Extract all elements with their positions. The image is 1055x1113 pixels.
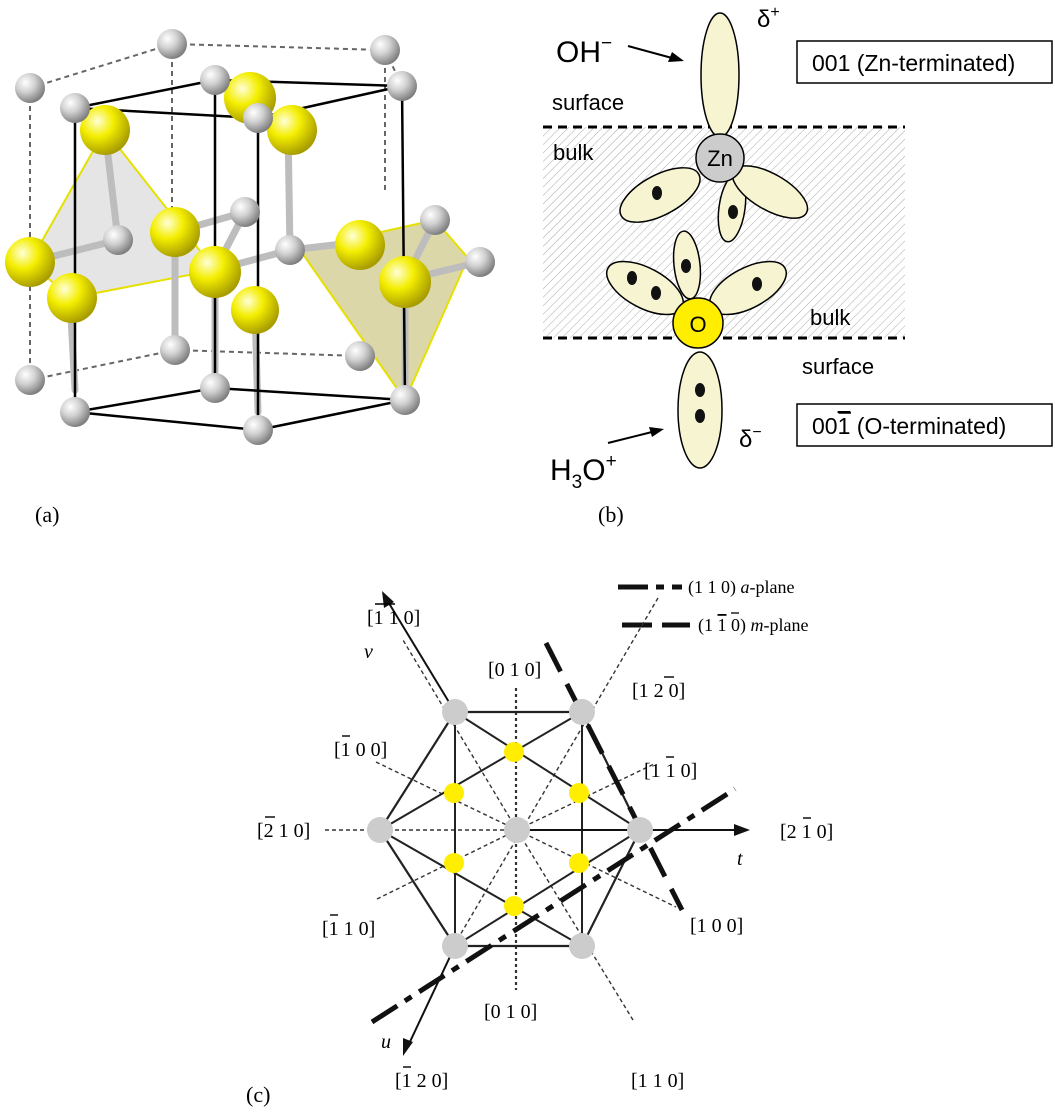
o-atom — [189, 246, 241, 298]
o-atom — [5, 237, 55, 287]
legend-a-plane: (1 1 0) a-plane — [688, 577, 794, 598]
zn-top-lobe — [700, 12, 740, 138]
axis-v-label: v — [364, 641, 373, 663]
axis-u-label: u — [381, 1031, 391, 1053]
o-atom — [267, 105, 317, 155]
zn-atom — [160, 335, 190, 365]
zn-atom — [390, 385, 420, 415]
zn-terminated-box — [796, 40, 1053, 84]
o-atom — [150, 207, 200, 257]
zinc-atoms — [15, 29, 495, 445]
dir-top-center: [0 1 0] — [488, 659, 541, 681]
surface-bottom-label: surface — [802, 354, 874, 379]
dir-right: [2 1 0] — [780, 821, 833, 843]
o-terminated-label: 001 (O-terminated) — [812, 413, 1006, 439]
o-atom — [47, 273, 97, 323]
yellow-atom — [504, 742, 524, 762]
grey-atom — [442, 933, 468, 959]
surface-top-label: surface — [552, 90, 624, 115]
grey-atoms — [367, 699, 653, 959]
caption-c: (c) — [246, 1082, 270, 1107]
a-plane-line — [370, 786, 737, 1025]
zn-atom — [60, 397, 90, 427]
o-atom — [80, 105, 130, 155]
dir-top-right: [1 2 0] — [632, 680, 685, 702]
yellow-atoms — [444, 742, 589, 916]
zn-atom — [420, 205, 450, 235]
zn-atom — [387, 71, 417, 101]
dir-bottom-right: [1 1 0] — [631, 1070, 684, 1092]
zn-atom — [243, 103, 273, 133]
yellow-atom — [444, 853, 464, 873]
o-label: O — [689, 312, 706, 337]
zn-atom — [200, 65, 230, 95]
zn-atom — [465, 247, 495, 277]
zn-label: Zn — [707, 146, 733, 171]
caption-a: (a) — [35, 502, 59, 527]
yellow-atom — [569, 783, 589, 803]
zn-atom — [15, 73, 45, 103]
grey-atom — [569, 699, 595, 725]
zn-atom — [200, 373, 230, 403]
yellow-atom — [569, 853, 589, 873]
arrow-h3o — [607, 427, 664, 444]
dir-upper-left: [1 0 0] — [334, 739, 387, 761]
zn-atom — [370, 35, 400, 65]
index-overlines — [265, 603, 811, 1068]
grey-atom — [569, 933, 595, 959]
delta-minus: δ− — [739, 424, 762, 453]
o-atom-b — [672, 297, 724, 349]
o-atom — [231, 286, 279, 334]
dir-lower-right: [1 0 0] — [690, 915, 743, 937]
zn-atom — [230, 197, 260, 227]
legend: (1 1 0) a-plane (1 1 0) m-plane — [618, 577, 808, 636]
axis-t-label: t — [737, 848, 743, 870]
hydronium-label: H3O+ — [550, 451, 617, 493]
caption-b: (b) — [598, 502, 624, 527]
panel-a-crystal: (a) — [5, 29, 495, 527]
zn-atom — [275, 235, 305, 265]
hydroxide-label: OH− — [556, 33, 612, 69]
zn-atom — [157, 29, 187, 59]
bulk-right-label: bulk — [810, 305, 851, 330]
arrow-oh — [627, 45, 684, 62]
m-plane-line — [543, 641, 685, 912]
dir-bottom-center: [0 1 0] — [484, 1001, 537, 1023]
panel-c-hexagonal-plane: (1 1 0) a-plane (1 1 0) m-plane — [246, 577, 833, 1107]
zn-atom — [60, 93, 90, 123]
o-terminated-box — [796, 403, 1053, 447]
oxygen-atoms — [5, 72, 431, 334]
zn-atom — [15, 365, 45, 395]
zn-atom-b — [695, 133, 745, 183]
o-atom — [379, 256, 431, 308]
panel-b-polarity: Zn O OH− H3O+ δ+ δ− surface bulk bulk su… — [543, 4, 1053, 527]
dir-upper-right: [1 1 0] — [644, 760, 697, 782]
zn-atom — [243, 415, 273, 445]
grey-atom — [627, 817, 653, 843]
zn-atom — [345, 341, 375, 371]
grey-atom — [367, 817, 393, 843]
grey-atom — [504, 817, 530, 843]
delta-plus: δ+ — [757, 4, 780, 33]
zn-atom — [103, 225, 133, 255]
zn-terminated-label: 001 (Zn-terminated) — [812, 50, 1015, 76]
legend-m-plane: (1 1 0) m-plane — [698, 615, 808, 636]
grey-atom — [442, 699, 468, 725]
yellow-atom — [504, 896, 524, 916]
dir-bottom-left: [1 2 0] — [395, 1070, 448, 1092]
dir-lower-left: [1 1 0] — [322, 918, 375, 940]
o-atom — [335, 220, 385, 270]
yellow-atom — [444, 783, 464, 803]
dir-left: [2 1 0] — [257, 820, 310, 842]
dir-top-left: [1 1 0] — [367, 607, 420, 629]
bulk-left-label: bulk — [553, 140, 594, 165]
electron-dots — [627, 186, 762, 423]
axis-arrows — [382, 591, 750, 1056]
